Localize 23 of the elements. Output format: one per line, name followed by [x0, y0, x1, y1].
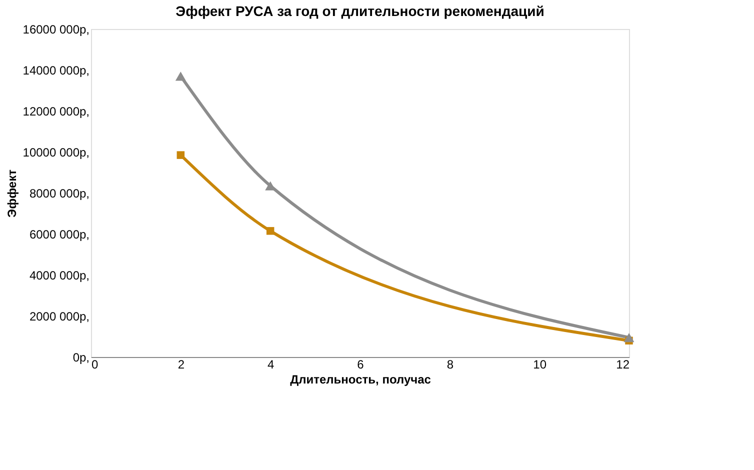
y-tick-label: 16000 000р,: [22, 22, 90, 36]
y-tick-label: 0р,: [72, 350, 90, 364]
y-tick-label: 14000 000р,: [22, 64, 90, 78]
x-tick-label: 6: [357, 358, 364, 372]
y-tick-label: 10000 000р,: [22, 146, 90, 160]
x-tick-label: 2: [178, 358, 185, 372]
x-tick-label: 0: [92, 358, 98, 372]
point: [175, 72, 186, 81]
y-axis-title: Эффект: [4, 169, 19, 218]
point: [266, 227, 274, 235]
x-axis-title: Длительность, получас: [290, 372, 432, 386]
y-tick-label: 6000 000р,: [29, 228, 90, 242]
x-tick-label: 4: [267, 358, 274, 372]
y-tick-label: 8000 000р,: [29, 186, 90, 200]
x-tick-label: 12: [616, 358, 630, 372]
point: [624, 332, 634, 342]
chart-title: Эффект РУСА за год от длительности рекомендаций: [176, 3, 544, 19]
x-tick-label: 8: [446, 358, 454, 372]
x-tick-label: 10: [533, 358, 547, 372]
y-tick-label: 12000 000р,: [22, 104, 90, 118]
point: [176, 151, 185, 159]
y-tick-label: 4000 000р,: [29, 268, 90, 282]
y-tick-label: 2000 000р,: [29, 310, 90, 324]
